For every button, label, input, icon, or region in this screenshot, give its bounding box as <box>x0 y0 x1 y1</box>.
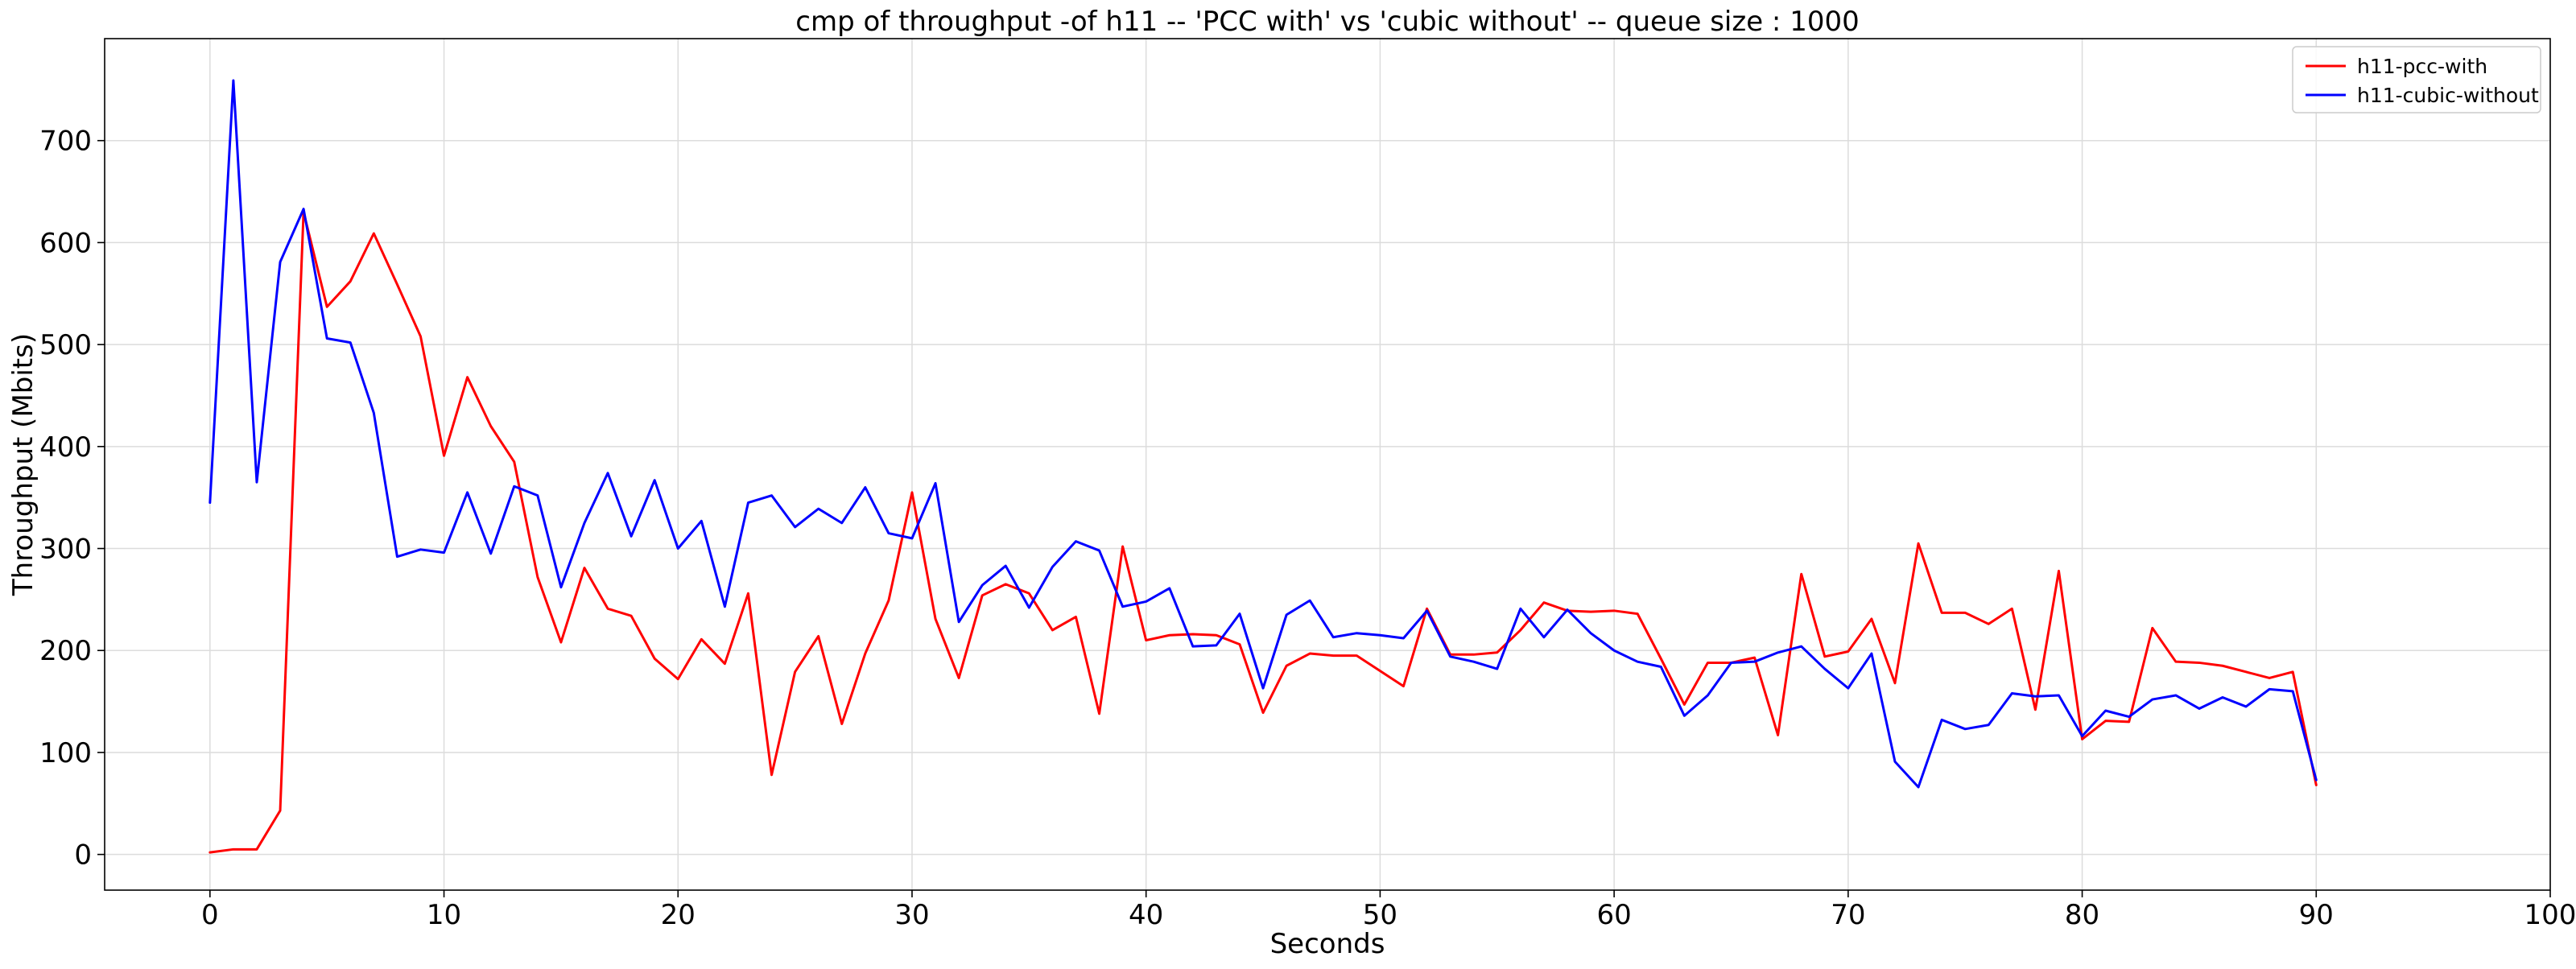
legend-label: h11-pcc-with <box>2357 55 2487 78</box>
series-group <box>208 79 2318 854</box>
chart-title: cmp of throughput -of h11 -- 'PCC with' … <box>795 6 1859 38</box>
y-tick-label: 700 <box>39 126 92 158</box>
y-axis-label: Throughput (Mbits) <box>7 333 39 596</box>
grid <box>105 39 2551 890</box>
x-axis-label: Seconds <box>1270 928 1385 960</box>
plot-frame <box>104 38 2551 891</box>
x-tick-label: 40 <box>1129 899 1163 931</box>
y-tick-label: 200 <box>39 635 92 667</box>
legend-label: h11-cubic-without <box>2357 84 2539 107</box>
x-tick-label: 50 <box>1363 899 1397 931</box>
x-tick-label: 100 <box>2524 899 2576 931</box>
y-tick-label: 100 <box>39 737 92 769</box>
legend-box <box>2292 46 2541 113</box>
legend: h11-pcc-with h11-cubic-without <box>2292 46 2541 113</box>
y-tick-label: 300 <box>39 534 92 566</box>
x-tick-label: 90 <box>2299 899 2334 931</box>
x-tick-label: 70 <box>1831 899 1865 931</box>
y-tick-label: 400 <box>39 431 92 464</box>
series-line-h11-pcc-with <box>208 210 2318 854</box>
axis-ticks: 0 10 20 30 40 50 60 70 80 90 100 0 100 200 300 400 500 60… <box>39 126 2576 931</box>
y-tick-label: 600 <box>39 227 92 259</box>
x-tick-label: 10 <box>427 899 461 931</box>
y-tick-label: 0 <box>74 839 92 872</box>
series-line-h11-cubic-without <box>208 79 2318 789</box>
x-tick-label: 80 <box>2065 899 2099 931</box>
x-tick-label: 20 <box>661 899 696 931</box>
x-tick-label: 0 <box>201 899 219 931</box>
x-tick-label: 60 <box>1596 899 1631 931</box>
x-tick-label: 30 <box>894 899 929 931</box>
y-tick-label: 500 <box>39 329 92 361</box>
